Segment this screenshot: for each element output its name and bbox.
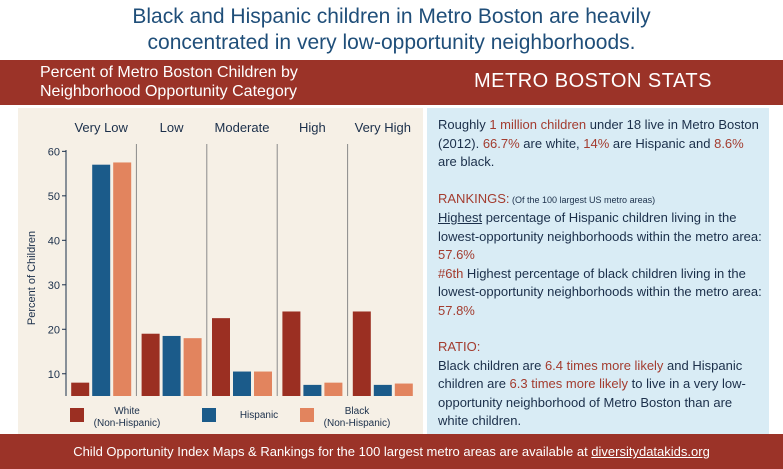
rankings-heading: RANKINGS: (Of the 100 largest US metro a… <box>438 190 766 210</box>
y-tick-label: 10 <box>48 369 60 381</box>
stats-highlight: #6th <box>438 265 464 281</box>
bar <box>324 382 343 396</box>
y-axis-title: Percent of Children <box>26 231 38 325</box>
y-tick-label: 50 <box>48 191 60 203</box>
legend-label: Black (Non-Hispanic) <box>324 406 391 429</box>
banner: Percent of Metro Boston Children by Neig… <box>0 60 783 105</box>
stats-text-run: under 18 live in Metro Boston (2012). <box>438 117 759 151</box>
category-label: Moderate <box>215 120 270 135</box>
chart-title-line-2: Neighborhood Opportunity Category <box>40 83 298 100</box>
bar <box>352 311 371 396</box>
stats-text-run: are white, <box>519 135 584 151</box>
stats-text-run: are Hispanic and <box>609 135 715 151</box>
bar <box>373 384 392 396</box>
stats-text: Roughly 1 million children under 18 live… <box>438 116 766 431</box>
y-tick-label: 40 <box>48 235 60 247</box>
y-tick-label: 20 <box>48 324 60 336</box>
category-label: High <box>299 120 326 135</box>
y-tick-label: 60 <box>48 146 60 158</box>
spacer <box>438 320 766 338</box>
bar <box>183 338 202 396</box>
headline: Black and Hispanic children in Metro Bos… <box>0 4 783 56</box>
bar <box>212 318 230 396</box>
ranking-hispanic: Highest percentage of Hispanic children … <box>438 209 766 265</box>
ratio-text: Black children are 6.4 times more likely… <box>438 357 766 431</box>
stats-text-run: Black children are <box>438 357 545 373</box>
legend-swatch <box>70 408 84 422</box>
bar <box>233 371 251 396</box>
stats-text-run: percentage of Hispanic children living i… <box>438 210 762 244</box>
bar <box>71 382 90 396</box>
footer: Child Opportunity Index Maps & Rankings … <box>0 434 783 469</box>
stats-highlight: 57.6% <box>438 247 475 262</box>
ratio-label: RATIO: <box>438 339 481 354</box>
stats-highlight: 8.6% <box>714 135 744 151</box>
footer-text: Child Opportunity Index Maps & Rankings … <box>73 444 592 459</box>
headline-line-2: concentrated in very low-opportunity nei… <box>147 31 636 54</box>
legend-swatch <box>300 408 314 422</box>
ranking-black: #6th Highest percentage of black childre… <box>438 265 766 321</box>
footer-link[interactable]: diversitydatakids.org <box>591 444 710 459</box>
stats-population: Roughly 1 million children under 18 live… <box>438 116 766 172</box>
bar <box>92 164 111 396</box>
category-label: Low <box>160 120 184 135</box>
bar-chart: 10 20 30 40 50 60 Percent of Children Very Low L… <box>26 120 413 429</box>
ranking-highest-label: Highest <box>438 210 483 225</box>
stats-panel: Roughly 1 million children under 18 live… <box>427 108 769 434</box>
legend-swatch <box>202 408 216 422</box>
stats-highlight: 6.4 times more likely <box>544 357 664 373</box>
y-tick-label: 30 <box>48 280 60 292</box>
stats-text-run: Highest percentage of black children liv… <box>438 265 762 300</box>
ratio-heading: RATIO: <box>438 338 766 357</box>
stats-highlight: 14% <box>583 135 610 151</box>
stats-highlight: 66.7% <box>482 135 520 151</box>
stats-highlight: 57.8% <box>438 302 475 318</box>
stats-highlight: 1 million children <box>489 117 587 132</box>
category-label: Very Low <box>74 120 128 135</box>
chart-title-line-1: Percent of Metro Boston Children by <box>40 64 298 81</box>
bar <box>254 371 272 396</box>
bar <box>303 384 322 396</box>
chart-panel: 10 20 30 40 50 60 Percent of Children Very Low L… <box>18 108 423 434</box>
category-label: Very High <box>355 120 411 135</box>
bar <box>162 335 181 396</box>
bar <box>394 383 413 396</box>
stats-highlight: 6.3 times more likely <box>509 376 629 391</box>
bar <box>141 333 160 396</box>
stats-text-run: are black. <box>438 154 495 169</box>
stats-title: METRO BOSTON STATS <box>474 70 712 92</box>
bar <box>282 311 301 396</box>
stats-text-run: and Hispanic children are <box>438 357 743 392</box>
bar <box>113 162 132 396</box>
stats-text-run: Roughly <box>438 117 490 132</box>
legend-label: Hispanic <box>240 410 278 421</box>
rankings-label: RANKINGS: <box>438 190 510 206</box>
headline-line-1: Black and Hispanic children in Metro Bos… <box>132 5 651 28</box>
legend-label: White (Non-Hispanic) <box>94 406 161 429</box>
rankings-note: (Of the 100 largest US metro areas) <box>509 194 656 205</box>
stats-text-run: to live in a very low-opportunity neighb… <box>438 376 746 428</box>
spacer <box>438 172 766 190</box>
chart-title: Percent of Metro Boston Children by Neig… <box>40 63 298 101</box>
